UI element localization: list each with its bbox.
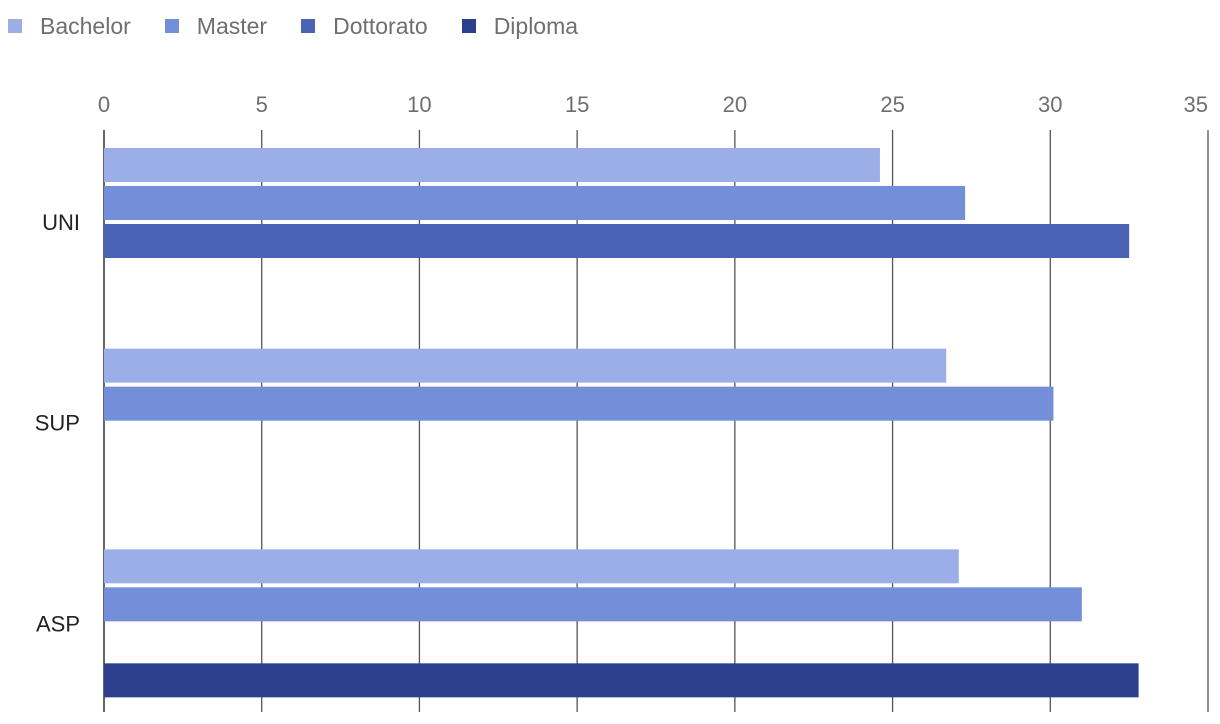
legend-label: Bachelor (40, 12, 131, 39)
bar-sup-master (104, 386, 1054, 421)
bars (104, 148, 1139, 698)
legend-swatch (301, 19, 316, 33)
x-tick-label: 15 (565, 92, 589, 117)
legend-swatch (164, 19, 179, 33)
x-axis-ticks: 0 5 10 15 20 25 30 35 (98, 92, 1208, 117)
bar-asp-bachelor (104, 549, 959, 584)
x-tick-label: 10 (407, 92, 431, 117)
x-tick-label: 30 (1038, 92, 1062, 117)
bar-asp-diploma (104, 663, 1139, 698)
legend-item-bachelor: Bachelor (8, 13, 131, 40)
chart-legend: Bachelor Master Dottorato Diploma (8, 10, 612, 42)
bar-sup-bachelor (104, 348, 947, 383)
x-tick-label: 25 (880, 92, 904, 117)
bar-uni-master (104, 186, 966, 220)
category-label: ASP (36, 611, 80, 636)
legend-label: Master (196, 12, 268, 39)
x-tick-label: 35 (1184, 92, 1208, 117)
legend-label: Diploma (493, 12, 579, 39)
y-axis-categories: UNI SUP ASP (35, 210, 80, 636)
bar-uni-dottorato (104, 224, 1130, 258)
category-label: UNI (42, 210, 80, 235)
legend-label: Dottorato (333, 12, 428, 39)
legend-swatch (8, 19, 22, 33)
legend-item-diploma: Diploma (461, 12, 579, 40)
bar-uni-bachelor (104, 148, 880, 182)
bar-asp-master (104, 587, 1082, 622)
legend-item-dottorato: Dottorato (301, 13, 428, 40)
category-label: SUP (35, 411, 80, 436)
x-tick-label: 20 (723, 92, 747, 117)
legend-item-master: Master (164, 12, 268, 40)
x-tick-label: 0 (98, 92, 110, 117)
x-tick-label: 5 (256, 92, 268, 117)
legend-swatch (461, 19, 476, 33)
